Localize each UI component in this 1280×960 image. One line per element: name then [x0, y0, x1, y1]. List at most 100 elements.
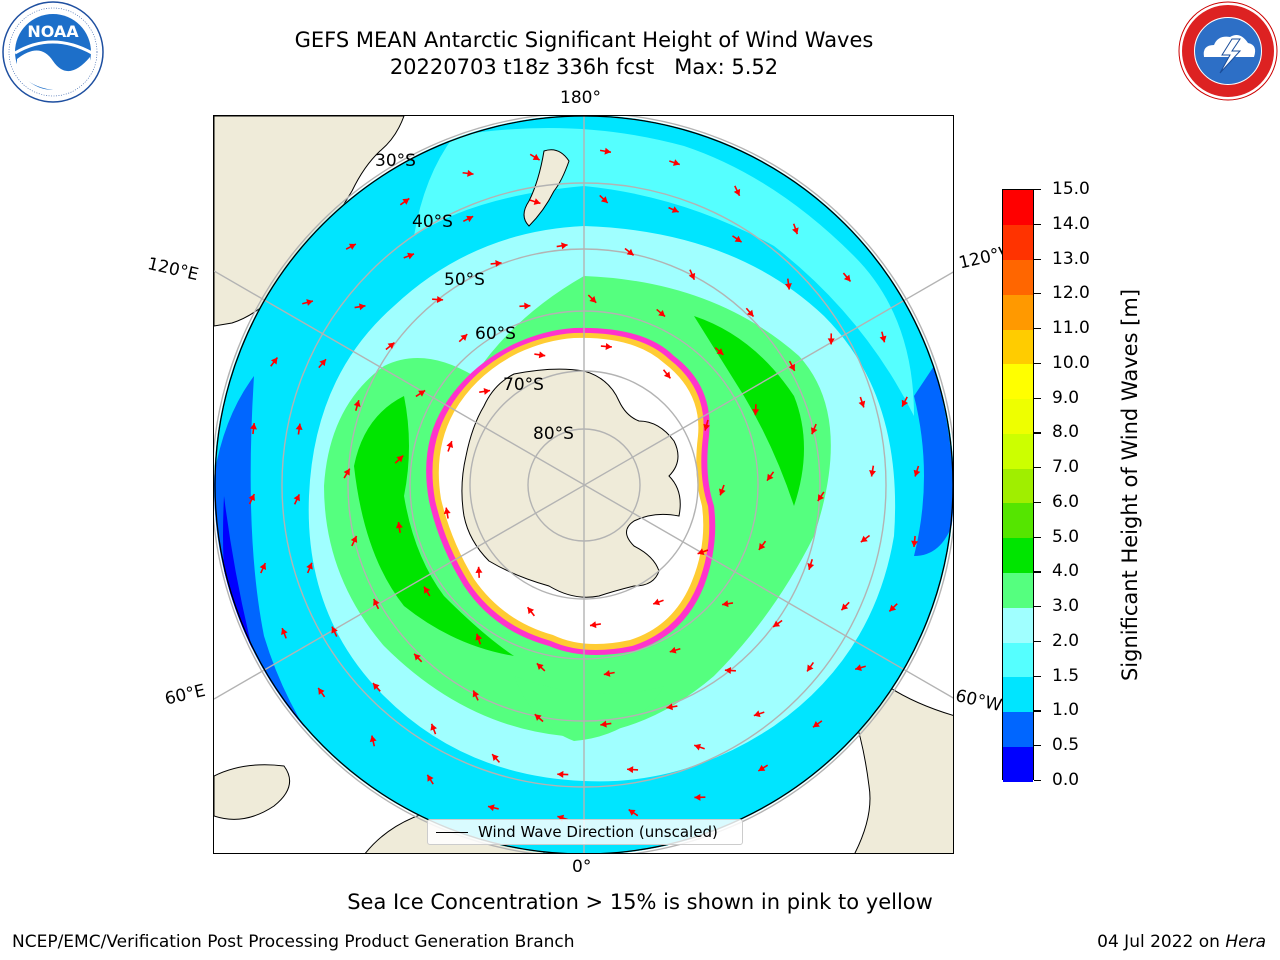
wave-arrow-head: [427, 774, 434, 782]
colorbar-tick-label: 14.0: [1052, 213, 1090, 234]
sea-ice-caption: Sea Ice Concentration > 15% is shown in …: [347, 890, 933, 914]
wave-arrow-head: [281, 628, 288, 635]
colorbar-tick-label: 0.0: [1052, 770, 1080, 790]
wave-arrow-head: [589, 296, 597, 303]
colorbar-segment: [1003, 190, 1033, 226]
wave-arrow-head: [746, 309, 754, 317]
lat-label-50s: 50°S: [444, 270, 485, 290]
colorbar-tick-mark: [1034, 745, 1041, 747]
colorbar-segment: [1003, 537, 1033, 573]
wave-arrow-head: [467, 169, 474, 177]
wave-arrow-head: [600, 720, 607, 728]
wave-arrow-head: [788, 363, 795, 371]
wave-arrow-head: [306, 562, 313, 570]
wave-arrow-head: [331, 626, 338, 634]
wave-arrow-head: [733, 188, 741, 196]
wave-arrow-head: [627, 766, 634, 774]
graticule: [214, 116, 953, 853]
credit-right: 04 Jul 2022 on Hera: [1097, 932, 1266, 952]
lat-label-80s: 80°S: [533, 424, 574, 444]
wave-arrow-head: [250, 423, 257, 430]
colorbar-tick-label: 12.0: [1052, 283, 1090, 304]
colorbar-tick-label: 3.0: [1052, 596, 1080, 617]
wave-arrow-head: [666, 703, 673, 711]
wave-arrow-head: [402, 198, 410, 205]
colorbar-tick-label: 10.0: [1052, 352, 1090, 373]
wave-arrow-head: [475, 566, 483, 574]
lon-label-60w: 60°W: [953, 686, 1004, 717]
colorbar: [1002, 189, 1034, 782]
noaa-logo-text: NOAA: [27, 22, 79, 41]
wave-arrow-head: [628, 809, 636, 816]
colorbar-title: Significant Height of Wind Waves [m]: [1118, 288, 1142, 682]
wave-arrow-head: [466, 215, 474, 223]
credit-left: NCEP/EMC/Verification Post Processing Pr…: [12, 932, 575, 952]
wave-arrow-head: [430, 723, 438, 731]
wave-arrow-head: [817, 494, 825, 502]
wave-arrow-head: [653, 598, 661, 606]
wave-arrow-head: [259, 563, 267, 570]
colorbar-segment: [1003, 224, 1033, 261]
colorbar-tick-label: 8.0: [1052, 422, 1080, 443]
wave-arrow-head: [527, 607, 535, 615]
wave-arrow-head: [716, 348, 724, 355]
colorbar-segment: [1003, 572, 1033, 608]
wave-arrow-head: [671, 206, 679, 213]
lon-label-0: 0°: [572, 857, 592, 877]
colorbar-tick-label: 13.0: [1052, 248, 1090, 269]
wave-arrow-head: [492, 754, 499, 761]
map-panel: [213, 115, 954, 854]
wave-arrow-head: [697, 548, 705, 556]
colorbar-segment: [1003, 259, 1033, 295]
colorbar-tick-label: 15.0: [1052, 179, 1090, 199]
colorbar-segment: [1003, 711, 1033, 747]
wave-arrow-head: [358, 303, 366, 311]
lat-label-30s: 30°S: [375, 151, 416, 171]
wave-arrow-head: [604, 147, 611, 155]
wave-arrow-head: [372, 683, 380, 690]
wave-arrow-head: [460, 334, 468, 341]
colorbar-tick-mark: [1034, 536, 1041, 538]
noaa-logo: NOAA: [2, 1, 104, 103]
colorbar-tick-label: 0.5: [1052, 735, 1080, 756]
wave-arrow-head: [843, 274, 851, 282]
wave-arrow-head: [350, 535, 358, 543]
wave-arrow-head: [443, 507, 451, 515]
wave-arrow-head: [812, 720, 820, 728]
antarctic-map: [214, 116, 953, 853]
colorbar-tick-label: 2.0: [1052, 630, 1080, 651]
colorbar-tick-mark: [1034, 640, 1041, 643]
colorbar-tick-label: 5.0: [1052, 526, 1080, 547]
antarctica-land: [461, 368, 681, 598]
colorbar-tick-mark: [1034, 780, 1041, 782]
wave-arrow-head: [561, 242, 568, 250]
wave-arrow-head: [807, 562, 815, 570]
colorbar-tick-mark: [1034, 571, 1041, 573]
colorbar-segment: [1003, 641, 1033, 678]
colorbar-tick-mark: [1034, 258, 1041, 260]
wave-arrow-head: [524, 302, 531, 310]
wave-arrow-head: [901, 399, 909, 407]
wave-arrow-head: [722, 600, 729, 608]
wave-arrow-head: [557, 770, 564, 778]
colorbar-tick-mark: [1034, 362, 1041, 364]
wave-arrow-head: [605, 342, 612, 350]
wave-arrow-head: [483, 387, 491, 395]
wave-arrow-head: [758, 543, 766, 550]
wave-arrow-head: [889, 604, 897, 612]
wave-arrow-head: [353, 400, 361, 407]
wave-arrow-head: [295, 423, 303, 431]
wave-arrow-head: [534, 714, 542, 721]
colorbar-segment: [1003, 607, 1033, 643]
colorbar-tick-label: 11.0: [1052, 318, 1090, 339]
wave-arrow-head: [767, 473, 774, 481]
wave-arrow-head: [807, 664, 814, 672]
wave-arrow-head: [472, 690, 480, 698]
lon-label-180: 180°: [560, 88, 601, 108]
colorbar-tick-mark: [1034, 675, 1041, 677]
wave-arrow-head: [600, 196, 608, 203]
colorbar-segment: [1003, 502, 1033, 539]
colorbar-tick-label: 4.0: [1052, 561, 1080, 582]
colorbar-tick-label: 9.0: [1052, 387, 1080, 408]
lon-label-60e: 60°E: [163, 680, 208, 710]
